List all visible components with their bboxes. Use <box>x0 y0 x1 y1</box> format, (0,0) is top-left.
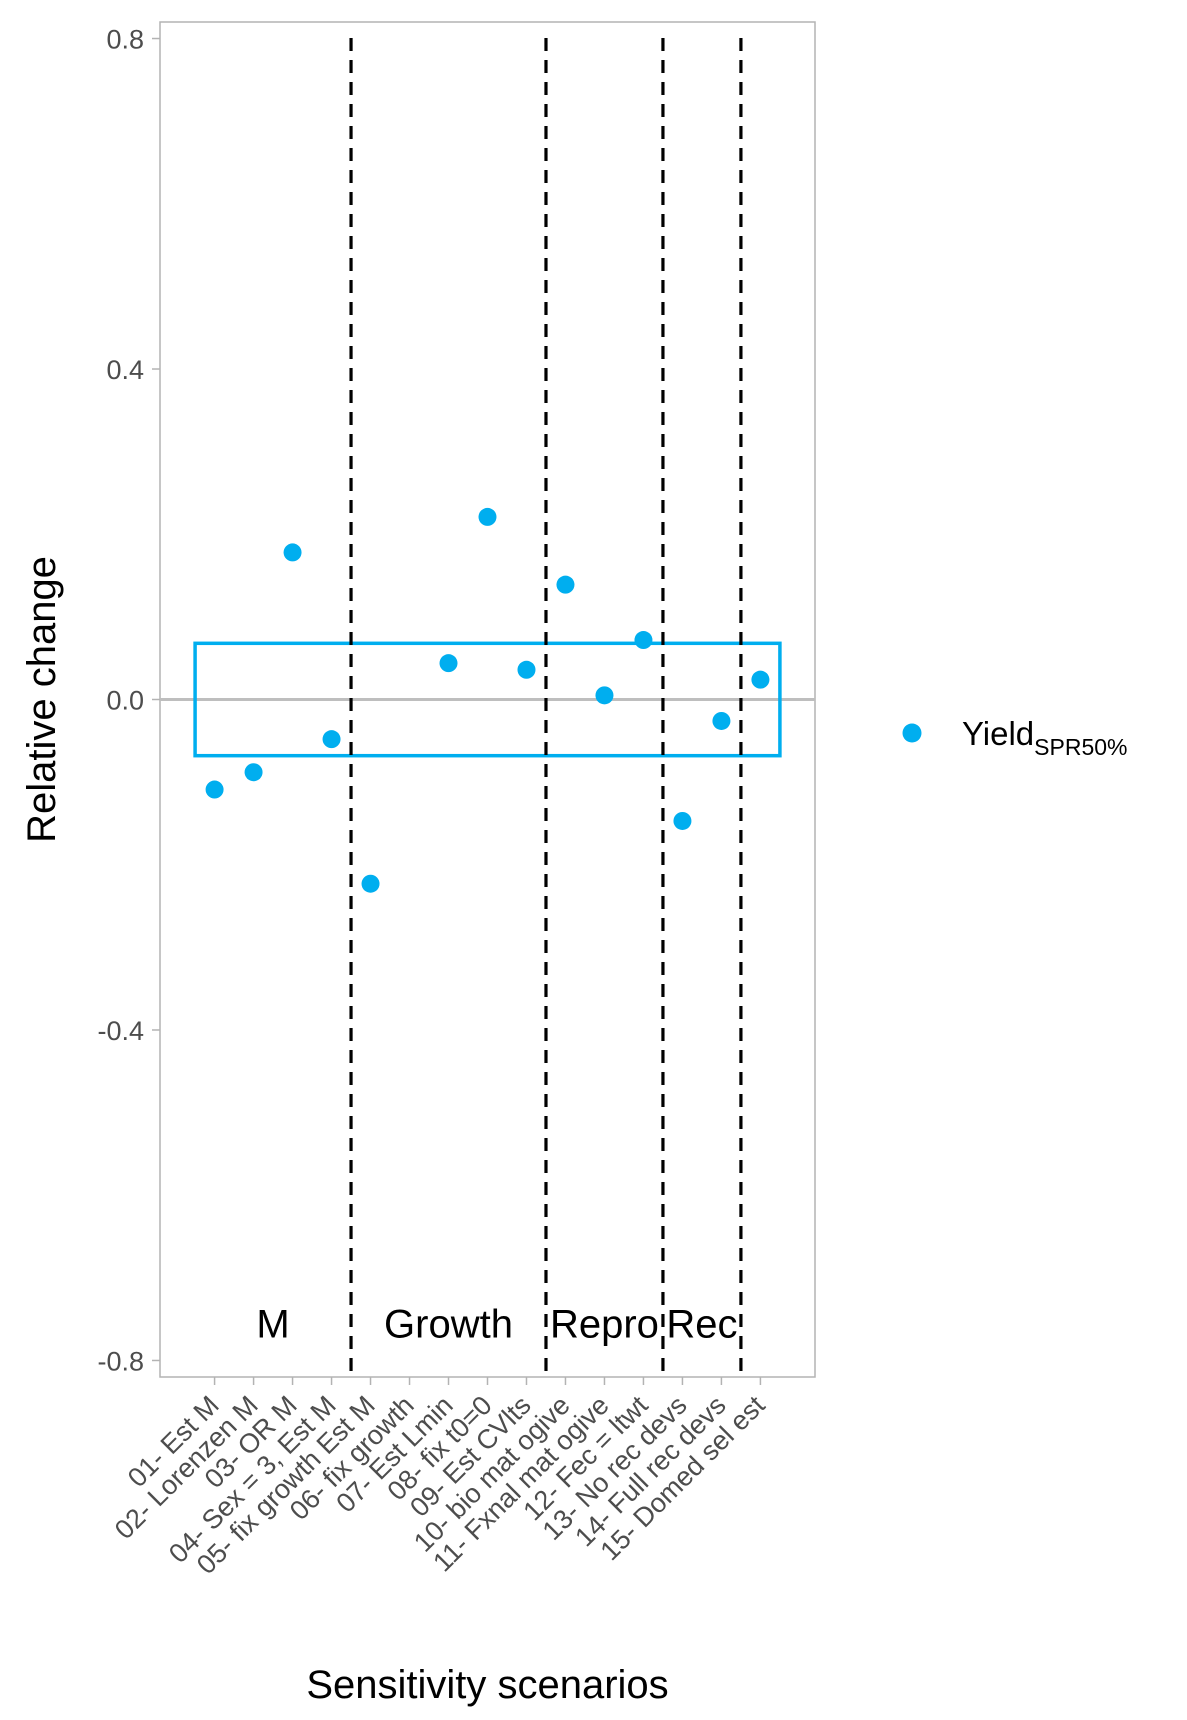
legend: YieldSPR50% <box>902 715 1127 760</box>
data-point <box>595 686 614 705</box>
data-point <box>244 763 263 782</box>
data-point <box>517 660 536 679</box>
y-tick-label: 0.0 <box>106 686 144 716</box>
legend-label-subscript: SPR50% <box>1034 734 1127 760</box>
uncertainty-band <box>193 641 782 758</box>
data-point <box>556 575 575 594</box>
data-point <box>439 654 458 673</box>
data-point <box>634 631 653 650</box>
data-point <box>478 507 497 526</box>
data-point <box>361 874 380 893</box>
y-tick-label: 0.8 <box>106 25 144 55</box>
data-point <box>322 730 341 749</box>
legend-marker <box>902 723 922 743</box>
y-tick-label: 0.4 <box>106 355 144 385</box>
data-point <box>673 811 692 830</box>
y-axis-title: Relative change <box>20 556 64 843</box>
x-axis-title: Sensitivity scenarios <box>306 1663 668 1707</box>
data-point <box>712 711 731 730</box>
y-tick-label: -0.8 <box>97 1346 144 1376</box>
legend-label: YieldSPR50% <box>962 715 1127 760</box>
group-label: Growth <box>384 1302 513 1346</box>
data-point <box>751 670 770 689</box>
axes: -0.8-0.40.00.40.801- Est M02- Lorenzen M… <box>20 25 771 1707</box>
plot-area: M Growth Repro Rec <box>159 21 816 1378</box>
group-label: Repro <box>550 1302 659 1346</box>
group-label: Rec <box>666 1302 737 1346</box>
group-label: M <box>256 1302 289 1346</box>
y-tick-label: -0.4 <box>97 1016 144 1046</box>
data-point <box>283 543 302 562</box>
legend-label-main: Yield <box>962 715 1034 752</box>
data-point <box>205 780 224 799</box>
